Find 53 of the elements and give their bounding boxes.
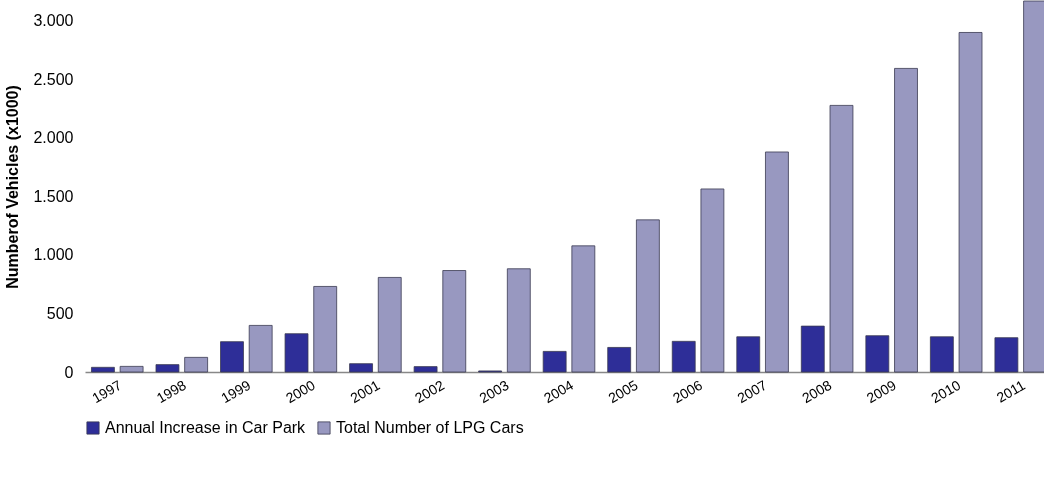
x-tick-label: 2009 bbox=[863, 376, 899, 407]
bar bbox=[506, 268, 531, 373]
bar bbox=[865, 335, 890, 373]
bar bbox=[248, 325, 273, 373]
bar bbox=[636, 219, 660, 373]
bar bbox=[184, 356, 209, 373]
y-tick-label: 1.500 bbox=[33, 187, 74, 205]
bar bbox=[349, 363, 373, 373]
x-tick-label: 2007 bbox=[734, 376, 770, 407]
bar bbox=[994, 337, 1019, 373]
x-tick-label: 2003 bbox=[476, 376, 512, 407]
y-tick-label: 3.000 bbox=[33, 12, 74, 30]
bar bbox=[91, 366, 115, 373]
x-tick-label: 2001 bbox=[347, 376, 383, 407]
x-tick-label: 2002 bbox=[411, 376, 448, 407]
x-tick-label: 2005 bbox=[605, 376, 641, 407]
y-tick-label: 500 bbox=[46, 304, 74, 322]
x-tick-label: 2010 bbox=[928, 376, 964, 407]
x-tick-label: 2006 bbox=[670, 376, 706, 407]
x-tick-label: 2004 bbox=[541, 376, 577, 407]
bar bbox=[313, 286, 338, 373]
bar bbox=[607, 347, 632, 373]
bar bbox=[958, 32, 983, 373]
y-tick-label: 0 bbox=[64, 363, 74, 381]
x-tick-label: 1997 bbox=[89, 376, 125, 407]
x-tick-label: 2000 bbox=[282, 376, 319, 407]
x-tick-label: 2011 bbox=[993, 376, 1028, 406]
bar bbox=[155, 364, 180, 373]
bar bbox=[413, 366, 438, 373]
bar bbox=[542, 351, 567, 373]
bar bbox=[700, 188, 725, 373]
bar bbox=[829, 104, 854, 373]
y-tick-label: 2.000 bbox=[33, 129, 74, 147]
y-tick-label: 1.000 bbox=[33, 246, 74, 264]
bar bbox=[894, 68, 918, 373]
bar bbox=[284, 333, 309, 373]
bar bbox=[800, 325, 825, 373]
bar bbox=[765, 151, 789, 373]
bar bbox=[442, 270, 467, 373]
y-tick-label: 2.500 bbox=[33, 70, 74, 88]
bar bbox=[671, 340, 696, 373]
legend-label: Annual Increase in Car Park bbox=[105, 419, 307, 436]
bar bbox=[220, 341, 244, 373]
bar bbox=[377, 277, 402, 373]
legend-label: Total Number of LPG Cars bbox=[336, 419, 524, 436]
x-tick-label: 1998 bbox=[153, 376, 189, 407]
bar bbox=[119, 365, 144, 373]
bar bbox=[929, 336, 954, 373]
x-tick-label: 2008 bbox=[799, 376, 835, 407]
y-axis-title: Numberof Vehicles (x1000) bbox=[4, 85, 22, 289]
x-tick-label: 1999 bbox=[218, 376, 254, 407]
bar bbox=[571, 245, 596, 373]
bar bbox=[736, 336, 761, 373]
